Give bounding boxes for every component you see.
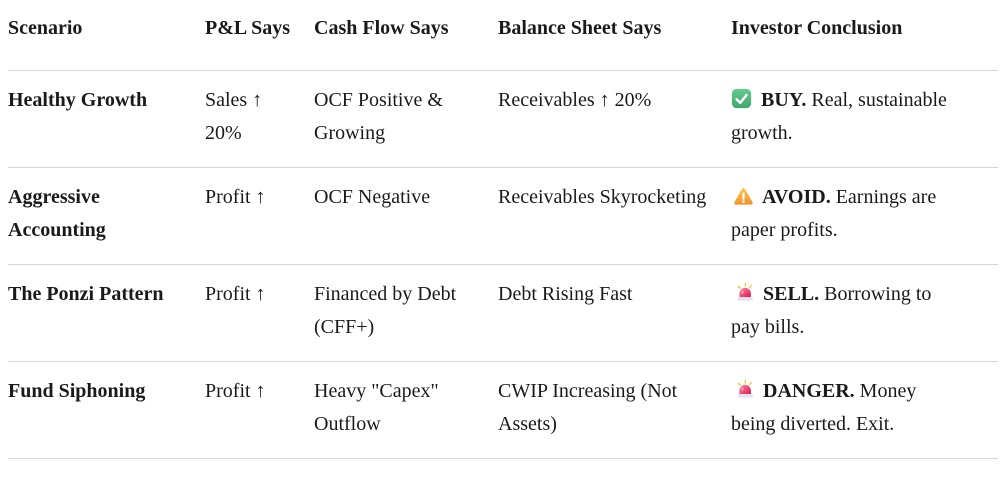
- cell-pl-says: Profit ↑: [205, 361, 314, 459]
- table-row-healthy-growth: Healthy Growth Sales ↑ 20% OCF Positive …: [8, 70, 998, 168]
- conclusion-verdict: BUY.: [761, 89, 807, 111]
- siren-icon: [735, 379, 755, 400]
- header-row: Scenario P&L Says Cash Flow Says Balance…: [8, 0, 998, 71]
- column-header-scenario: Scenario: [8, 0, 205, 71]
- scenario-label: Fund Siphoning: [8, 361, 205, 459]
- conclusion-verdict: DANGER.: [763, 380, 855, 402]
- column-header-investor-conclusion: Investor Conclusion: [731, 0, 998, 71]
- siren-icon: [735, 282, 755, 303]
- scenario-comparison-table: Scenario P&L Says Cash Flow Says Balance…: [8, 0, 998, 459]
- conclusion-text: Earnings are paper profits.: [731, 186, 937, 241]
- conclusion-text: Money being diverted. Exit.: [731, 380, 917, 435]
- cell-pl-says: Profit ↑: [205, 167, 314, 265]
- cell-cash-flow-says: Heavy "Capex" Outflow: [314, 361, 498, 459]
- column-header-balance-sheet-says: Balance Sheet Says: [498, 0, 731, 71]
- check-icon: [731, 88, 752, 109]
- warning-icon: [733, 187, 754, 206]
- cell-investor-conclusion: AVOID. Earnings are paper profits.: [731, 167, 998, 265]
- cell-pl-says: Sales ↑ 20%: [205, 70, 314, 168]
- conclusion-text: Borrowing to pay bills.: [731, 283, 932, 338]
- conclusion-verdict: SELL.: [763, 283, 820, 305]
- table-row-ponzi-pattern: The Ponzi Pattern Profit ↑ Financed by D…: [8, 264, 998, 362]
- cell-cash-flow-says: Financed by Debt (CFF+): [314, 264, 498, 362]
- column-header-pl-says: P&L Says: [205, 0, 314, 71]
- conclusion-verdict: AVOID.: [762, 186, 831, 208]
- conclusion-text: Real, sustainable growth.: [731, 89, 947, 144]
- cell-balance-sheet-says: Debt Rising Fast: [498, 264, 731, 362]
- column-header-cash-flow-says: Cash Flow Says: [314, 0, 498, 71]
- table-row-fund-siphoning: Fund Siphoning Profit ↑ Heavy "Capex" Ou…: [8, 361, 998, 459]
- cell-cash-flow-says: OCF Negative: [314, 167, 498, 265]
- comparison-table-wrap: Scenario P&L Says Cash Flow Says Balance…: [8, 0, 998, 459]
- cell-cash-flow-says: OCF Positive & Growing: [314, 70, 498, 168]
- scenario-label: Aggressive Accounting: [8, 167, 205, 265]
- cell-investor-conclusion: SELL. Borrowing to pay bills.: [731, 264, 998, 362]
- scenario-label: Healthy Growth: [8, 70, 205, 168]
- cell-investor-conclusion: DANGER. Money being diverted. Exit.: [731, 361, 998, 459]
- cell-balance-sheet-says: Receivables Skyrocketing: [498, 167, 731, 265]
- cell-balance-sheet-says: CWIP Increasing (Not Assets): [498, 361, 731, 459]
- table-row-aggressive-accounting: Aggressive Accounting Profit ↑ OCF Negat…: [8, 167, 998, 265]
- cell-balance-sheet-says: Receivables ↑ 20%: [498, 70, 731, 168]
- scenario-label: The Ponzi Pattern: [8, 264, 205, 362]
- cell-pl-says: Profit ↑: [205, 264, 314, 362]
- cell-investor-conclusion: BUY. Real, sustainable growth.: [731, 70, 998, 168]
